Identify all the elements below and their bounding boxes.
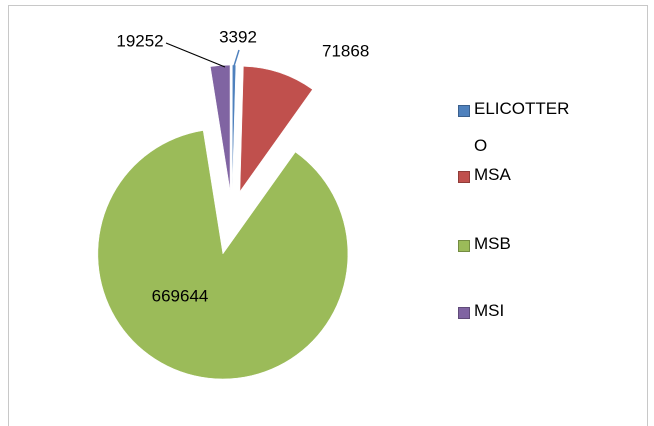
- data-label: 3392: [219, 27, 257, 46]
- data-label: 71868: [322, 41, 369, 60]
- pie-slice: [97, 130, 349, 380]
- legend-label: ELICOTTERO: [474, 99, 570, 155]
- data-label: 19252: [116, 31, 163, 50]
- legend-swatch: [458, 171, 470, 183]
- legend-item: MSA: [458, 165, 574, 193]
- pie-slice: [239, 66, 313, 193]
- pie-slice: [210, 64, 231, 191]
- leader-line: [165, 42, 226, 68]
- data-label: 669644: [152, 286, 209, 305]
- frame: [8, 5, 648, 426]
- legend-label: MSB: [474, 234, 511, 253]
- legend-item: MSI: [458, 301, 574, 329]
- pie-slice: [232, 64, 237, 191]
- legend-item: ELICOTTERO: [458, 99, 574, 164]
- legend-label: MSI: [474, 301, 505, 320]
- legend-item: MSB: [458, 234, 574, 262]
- legend-swatch: [458, 240, 470, 252]
- legend-label: MSA: [474, 165, 511, 184]
- leader-line: [233, 49, 240, 67]
- legend-swatch: [458, 307, 470, 319]
- legend-swatch: [458, 105, 470, 117]
